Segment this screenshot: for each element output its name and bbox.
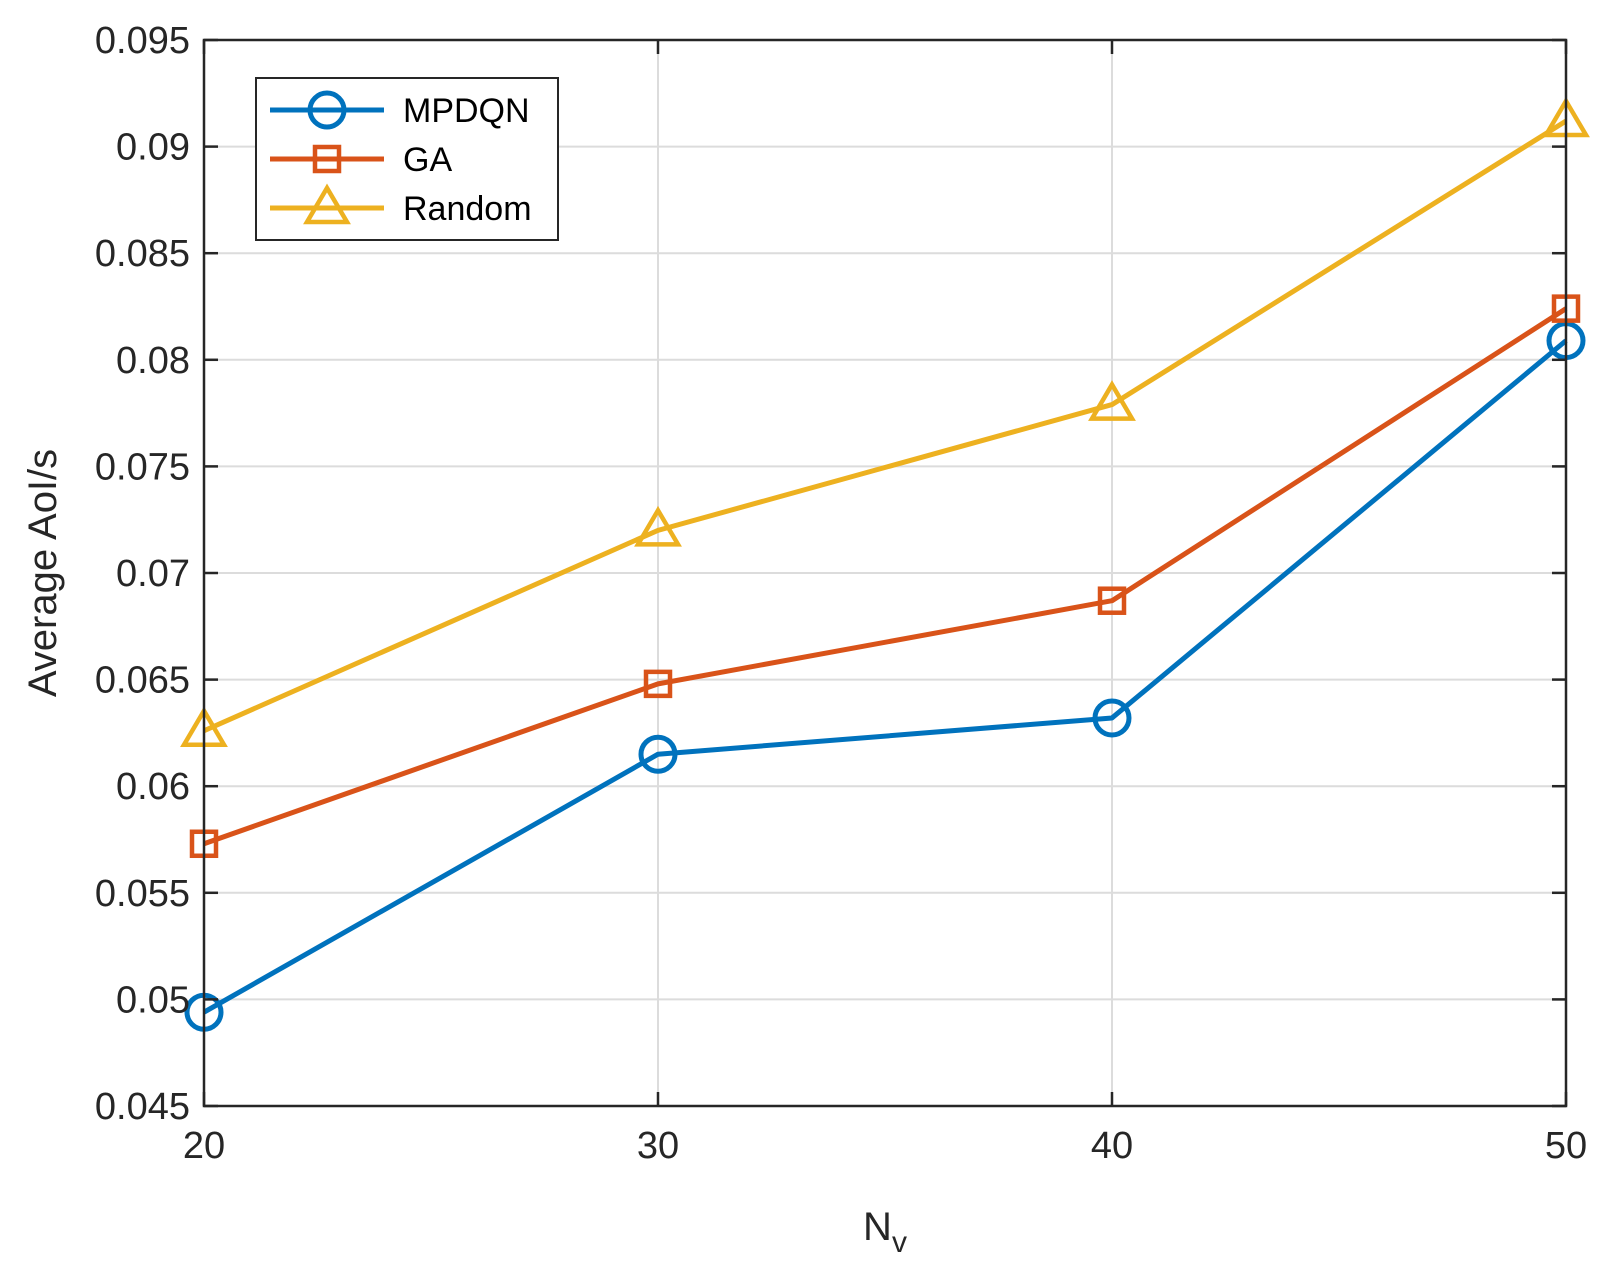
series-random <box>180 96 1590 748</box>
x-tick-label: 20 <box>183 1125 225 1167</box>
data-point-mpdqn <box>1092 698 1132 738</box>
y-tick-label: 0.065 <box>95 660 190 702</box>
y-tick-label: 0.06 <box>116 766 190 808</box>
y-tick-label: 0.08 <box>116 340 190 382</box>
y-tick-label: 0.07 <box>116 553 190 595</box>
x-tick-label: 40 <box>1091 1125 1133 1167</box>
x-axis-label: Nv <box>863 1205 907 1259</box>
y-tick-label: 0.045 <box>95 1086 190 1128</box>
x-tick-label: 50 <box>1545 1125 1587 1167</box>
data-point-ga <box>1097 586 1127 615</box>
data-point-random <box>1088 380 1136 421</box>
legend-marker-ga <box>312 144 342 174</box>
legend-marker-random <box>303 183 351 225</box>
legend-marker-mpdqn <box>307 90 347 130</box>
series-line-mpdqn <box>202 338 1568 1015</box>
legend-entry-ga: GA <box>270 141 452 179</box>
y-tick-label: 0.055 <box>95 873 190 915</box>
y-axis-label: Average AoI/s <box>21 449 65 697</box>
x-axis-label-subscript: v <box>892 1226 907 1259</box>
legend-label-mpdqn: MPDQN <box>403 92 530 130</box>
legend-label-random: Random <box>403 190 532 228</box>
data-point-mpdqn <box>638 734 678 774</box>
y-tick-label: 0.085 <box>95 233 190 275</box>
ticks <box>202 38 1568 1108</box>
data-point-random <box>634 505 682 547</box>
legend: MPDQN GA Random <box>255 77 559 241</box>
y-tick-label: 0.095 <box>95 20 190 62</box>
series-line-random <box>202 118 1568 734</box>
legend-label-ga: GA <box>403 141 452 179</box>
y-tick-label: 0.05 <box>116 979 190 1021</box>
x-tick-label: 30 <box>637 1125 679 1167</box>
legend-entry-random: Random <box>270 183 532 228</box>
y-tick-label: 0.09 <box>116 127 190 169</box>
y-tick-label: 0.075 <box>95 446 190 488</box>
series-line-ga <box>203 306 1568 847</box>
legend-entry-mpdqn: MPDQN <box>270 90 530 130</box>
tick-labels: 20 30 40 50 0.045 0.05 0.055 0.06 0.065 0.07 0.075… <box>95 20 1587 1167</box>
data-point-ga <box>643 669 673 699</box>
